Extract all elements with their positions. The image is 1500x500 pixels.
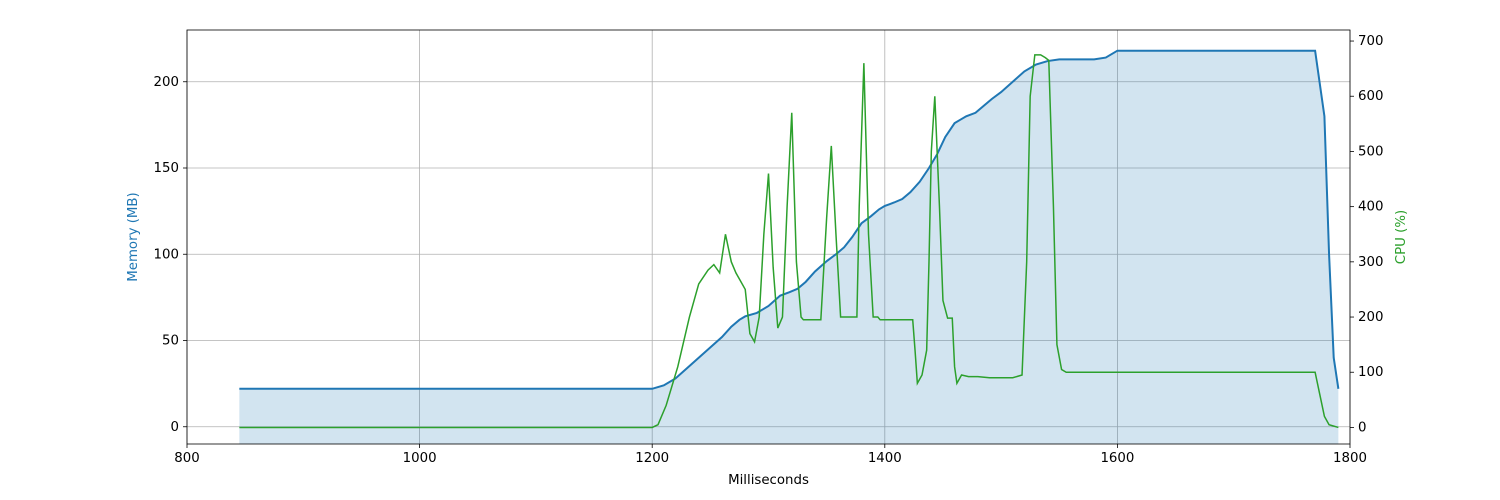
y1-tick-label: 100 [154, 247, 179, 262]
y2-tick-label: 600 [1358, 89, 1383, 104]
x-tick-label: 1000 [403, 451, 437, 466]
x-tick-label: 800 [174, 451, 199, 466]
x-tick-label: 1600 [1100, 451, 1134, 466]
chart-svg: 80010001200140016001800Milliseconds05010… [0, 0, 1500, 500]
y2-axis-label: CPU (%) [1394, 210, 1409, 264]
x-axis-label: Milliseconds [728, 473, 809, 488]
y1-tick-label: 50 [162, 334, 179, 349]
resource-usage-chart: 80010001200140016001800Milliseconds05010… [0, 0, 1500, 500]
x-tick-label: 1800 [1333, 451, 1367, 466]
y2-tick-label: 300 [1358, 255, 1383, 270]
y2-tick-label: 200 [1358, 310, 1383, 325]
y1-tick-label: 0 [171, 420, 179, 435]
x-tick-label: 1400 [868, 451, 902, 466]
y2-tick-label: 400 [1358, 200, 1383, 215]
y2-tick-label: 500 [1358, 144, 1383, 159]
y2-tick-label: 100 [1358, 365, 1383, 380]
y1-axis-label: Memory (MB) [126, 192, 141, 281]
y1-tick-label: 150 [154, 161, 179, 176]
x-tick-label: 1200 [635, 451, 669, 466]
y2-tick-label: 0 [1358, 420, 1366, 435]
y1-tick-label: 200 [154, 75, 179, 90]
memory-area [239, 51, 1338, 444]
y2-tick-label: 700 [1358, 34, 1383, 49]
